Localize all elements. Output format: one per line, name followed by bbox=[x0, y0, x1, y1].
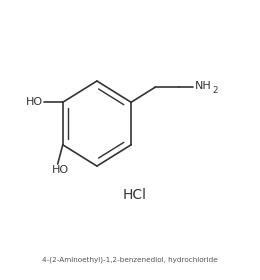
Text: NH: NH bbox=[195, 81, 211, 91]
Text: HO: HO bbox=[52, 165, 69, 175]
Text: 2: 2 bbox=[212, 86, 218, 95]
Text: 4-(2-Aminoethyl)-1,2-benzenediol, hydrochloride: 4-(2-Aminoethyl)-1,2-benzenediol, hydroc… bbox=[42, 256, 218, 263]
Text: HCl: HCl bbox=[123, 188, 147, 202]
Text: HO: HO bbox=[25, 97, 43, 107]
